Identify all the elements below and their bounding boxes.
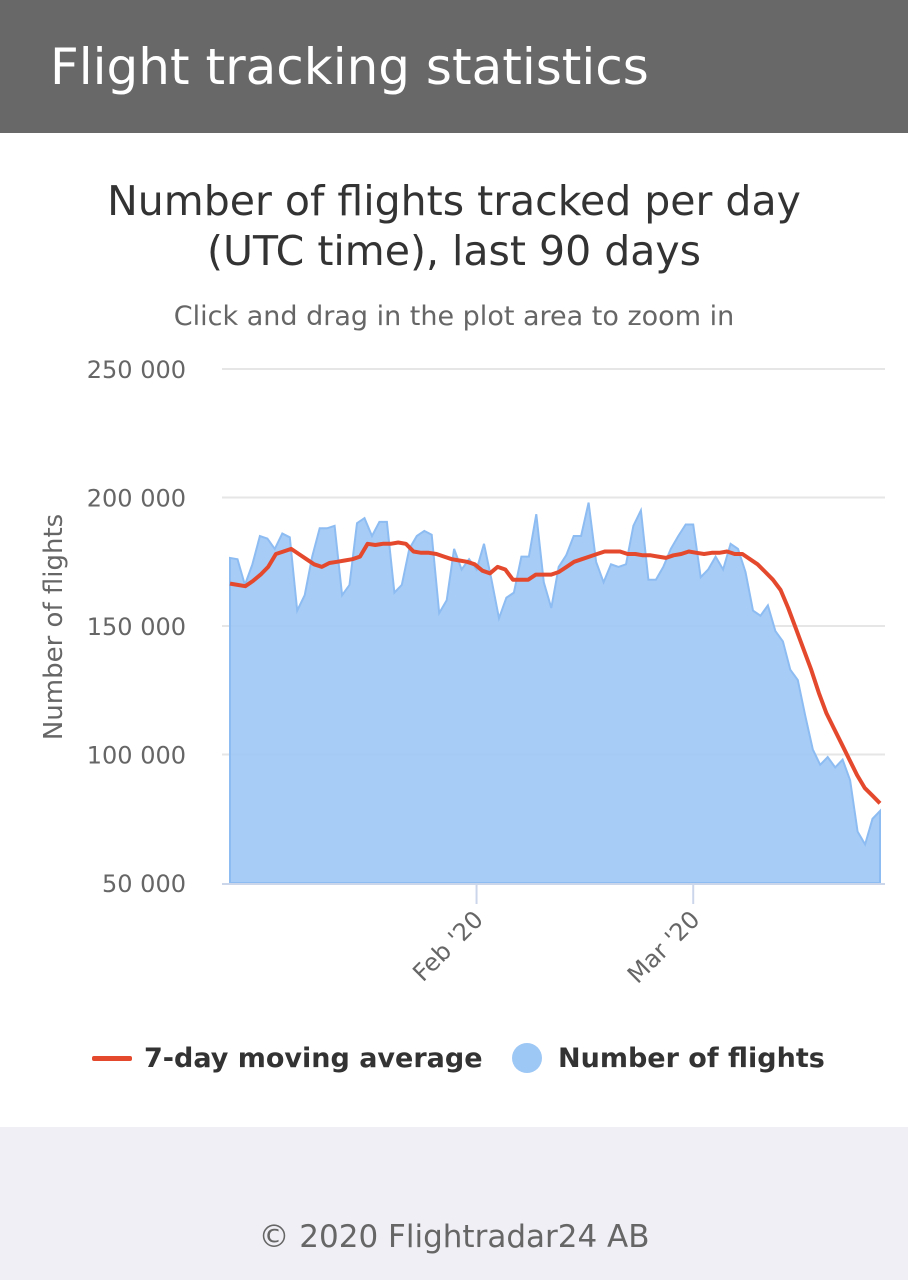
page-footer: © 2020 Flightradar24 AB [0,1127,908,1280]
flights-area [229,502,881,884]
y-tick-label: 50 000 [102,870,186,898]
y-tick-label: 250 000 [87,356,186,384]
chart-title-line-2: (UTC time), last 90 days [207,227,701,275]
x-tick-label: Feb '20 [407,905,489,987]
chart-title: Number of flights tracked per day (UTC t… [0,176,908,276]
y-axis-title: Number of flights [39,514,69,740]
chart-subtitle: Click and drag in the plot area to zoom … [173,301,735,332]
copyright-text: © 2020 Flightradar24 AB [258,1219,650,1255]
flights-chart[interactable]: 50 000 100 000 150 000 200 000 250 000 Numbe… [0,340,908,1000]
y-axis-labels: 50 000 100 000 150 000 200 000 250 000 [87,356,186,898]
app-header: Flight tracking statistics [0,0,908,133]
legend-dot-symbol [512,1043,542,1073]
chart-legend: 7-day moving average Number of flights [0,1030,908,1086]
legend-line-symbol [92,1055,132,1061]
legend-item-moving-average[interactable]: 7-day moving average [92,1030,483,1086]
legend-label-number-of-flights: Number of flights [558,1042,825,1074]
legend-item-number-of-flights[interactable]: Number of flights [512,1030,825,1086]
y-tick-label: 150 000 [87,613,186,641]
y-tick-label: 100 000 [87,742,186,770]
x-axis-ticks: Feb '20 Mar '20 [407,884,705,989]
legend-label-moving-average: 7-day moving average [144,1042,483,1074]
page-title: Flight tracking statistics [50,38,649,96]
y-tick-label: 200 000 [87,485,186,513]
chart-title-line-1: Number of flights tracked per day [107,177,801,225]
moving-average-line [229,540,882,805]
x-tick-label: Mar '20 [622,905,705,988]
